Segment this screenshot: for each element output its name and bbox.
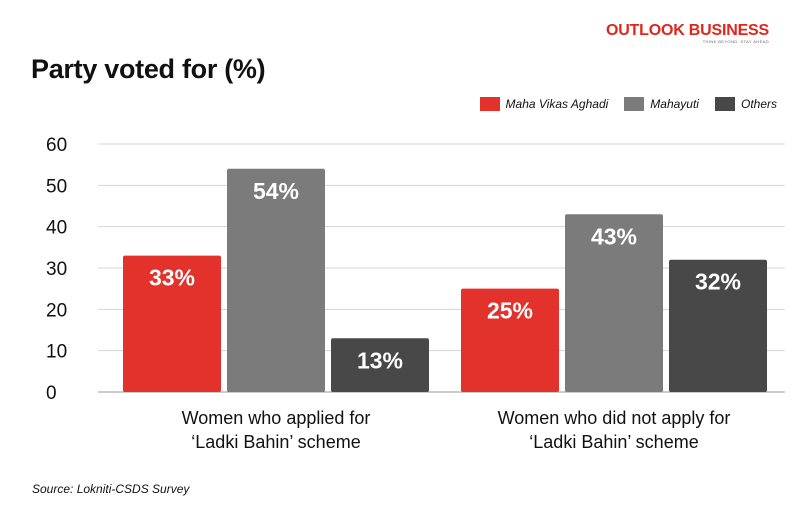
- x-category-label: Women who did not apply for: [498, 408, 731, 428]
- brand-logo: OUTLOOK BUSINESS THINK BEYOND. STAY AHEA…: [606, 22, 769, 45]
- y-tick-label: 40: [46, 218, 67, 239]
- legend-item-maha-vikas-aghadi: Maha Vikas Aghadi: [479, 97, 609, 111]
- y-tick-label: 20: [46, 300, 67, 321]
- x-category-label: ‘Ladki Bahin’ scheme: [529, 432, 698, 452]
- brand-tagline: THINK BEYOND. STAY AHEAD: [702, 39, 769, 44]
- bar: [331, 338, 429, 392]
- legend-label: Mahayuti: [650, 97, 699, 111]
- y-tick-label: 50: [46, 176, 67, 197]
- data-label: 43%: [591, 223, 637, 249]
- data-label: 33%: [149, 265, 195, 291]
- brand-name: OUTLOOK BUSINESS: [605, 22, 769, 39]
- source-note: Source: Lokniti-CSDS Survey: [32, 482, 190, 496]
- legend-label: Maha Vikas Aghadi: [505, 97, 609, 111]
- y-tick-label: 60: [46, 135, 67, 156]
- legend-swatch-others: [714, 97, 735, 111]
- legend-item-others: Others: [714, 97, 777, 111]
- data-label: 32%: [695, 269, 741, 295]
- data-label: 54%: [253, 178, 299, 204]
- legend-swatch-maha-vikas-aghadi: [479, 97, 500, 111]
- bar: [669, 259, 767, 392]
- bar: [227, 168, 325, 392]
- chart-title: Party voted for (%): [31, 54, 266, 84]
- y-tick-label: 10: [46, 342, 67, 363]
- data-label: 13%: [357, 347, 403, 373]
- bar: [565, 214, 663, 392]
- x-category-label: ‘Ladki Bahin’ scheme: [191, 432, 360, 452]
- x-category-label: Women who applied for: [182, 408, 371, 428]
- legend: Maha Vikas Aghadi Mahayuti Others: [479, 97, 777, 111]
- bar: [123, 255, 221, 392]
- data-label: 25%: [487, 298, 533, 324]
- legend-swatch-mahayuti: [624, 97, 645, 111]
- legend-label: Others: [740, 97, 777, 111]
- bar: [461, 288, 559, 392]
- legend-item-mahayuti: Mahayuti: [624, 97, 699, 111]
- y-tick-label: 30: [46, 259, 67, 280]
- y-tick-label: 0: [46, 383, 57, 404]
